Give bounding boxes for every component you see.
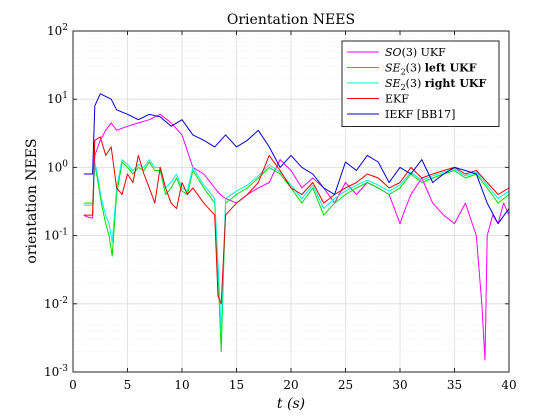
x-tick-label: 35: [447, 378, 462, 392]
axis-ticks: 0 5 10 15 20 25 30 35 40 10-3 10-2 10-1 100 101 102: [44, 23, 517, 392]
series-line: [83, 93, 510, 225]
series-line: [83, 136, 510, 305]
x-tick-label: 30: [392, 378, 407, 392]
x-tick-label: 5: [124, 378, 132, 392]
legend-label: IEKF [BB17]: [385, 108, 455, 121]
series-line: [83, 161, 510, 352]
x-tick-label: 15: [229, 378, 244, 392]
chart-title: Orientation NEES: [227, 12, 355, 28]
plot-series: [83, 93, 510, 361]
x-tick-label: 20: [283, 378, 298, 392]
y-axis-label: orientation NEES: [24, 138, 40, 263]
x-axis-label: t (s): [277, 396, 305, 412]
y-tick-label: 10-2: [44, 296, 68, 311]
y-tick-label: 102: [47, 23, 68, 38]
y-tick-label: 10-1: [44, 228, 68, 243]
legend-label: EKF: [385, 93, 409, 106]
legend-box: [341, 40, 500, 127]
legend-label: SO(3) UKF: [385, 46, 446, 59]
x-tick-label: 0: [69, 378, 77, 392]
y-tick-label: 10-3: [44, 364, 68, 379]
y-tick-label: 100: [47, 159, 68, 174]
y-tick-label: 101: [47, 91, 68, 106]
series-line: [83, 159, 510, 332]
x-tick-label: 10: [174, 378, 189, 392]
series-line: [83, 113, 510, 361]
x-tick-label: 25: [338, 378, 353, 392]
x-tick-label: 40: [501, 378, 516, 392]
legend-label: SE2(3) left UKF: [385, 62, 477, 77]
legend-label: SE2(3) right UKF: [385, 77, 486, 92]
